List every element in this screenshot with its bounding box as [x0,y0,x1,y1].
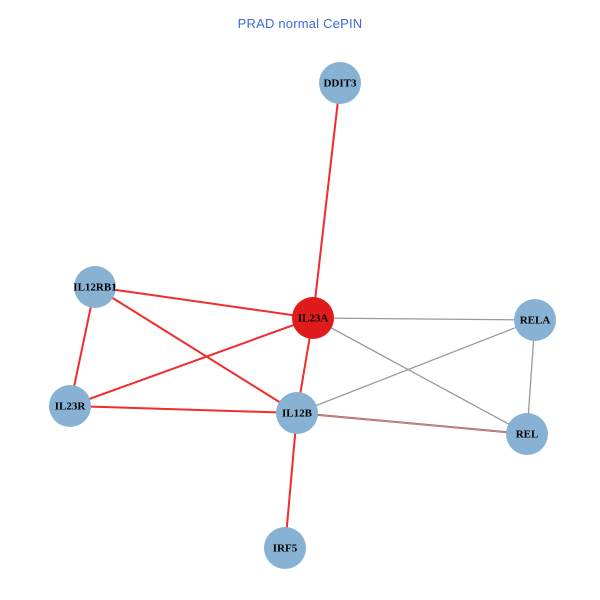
node-label: IRF5 [273,543,298,555]
graph-edge[interactable] [312,82,341,319]
node-label: DDIT3 [323,78,357,90]
node-circle[interactable] [292,297,334,339]
node-label: RELA [520,315,551,327]
graph-node-irf5[interactable]: IRF5 [264,527,306,569]
node-circle[interactable] [264,527,306,569]
graph-node-ddit3[interactable]: DDIT3 [319,62,361,104]
graph-node-rel[interactable]: REL [506,413,548,455]
graph-edge[interactable] [284,412,298,549]
graph-edge[interactable] [94,286,314,319]
node-circle[interactable] [74,266,116,308]
node-label: IL12RB1 [73,282,116,294]
chart-title: PRAD normal CePIN [237,16,363,31]
graph-edge[interactable] [94,286,298,414]
edge-layer [69,82,536,549]
node-label: IL12B [282,408,313,420]
graph-edge[interactable] [312,317,528,435]
graph-node-rela[interactable]: RELA [514,299,556,341]
graph-edge[interactable] [69,317,314,407]
graph-edge[interactable] [296,319,536,414]
graph-node-il12b[interactable]: IL12B [276,392,318,434]
graph-edge[interactable] [69,405,298,414]
node-circle[interactable] [319,62,361,104]
node-label: IL23R [55,401,87,413]
graph-node-il23r[interactable]: IL23R [49,385,91,427]
graph-edge[interactable] [296,412,528,435]
node-circle[interactable] [49,385,91,427]
node-circle[interactable] [506,413,548,455]
node-circle[interactable] [514,299,556,341]
node-label: IL23A [298,313,329,325]
node-circle[interactable] [276,392,318,434]
graph-edge[interactable] [312,317,536,321]
graph-node-il12rb1[interactable]: IL12RB1 [73,266,117,308]
node-label: REL [516,429,539,441]
node-layer: DDIT3 IL12RB1 IL23A RELA IL23R IL12B REL IRF5 [49,62,556,569]
graph-node-il23a[interactable]: IL23A [292,297,334,339]
